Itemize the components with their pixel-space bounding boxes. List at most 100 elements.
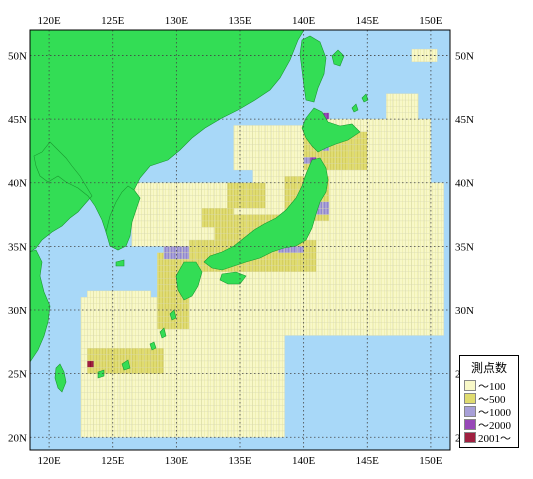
station-cell bbox=[233, 144, 241, 152]
station-cell bbox=[284, 297, 292, 304]
station-cell bbox=[227, 316, 234, 323]
station-cell bbox=[284, 182, 292, 190]
station-cell bbox=[335, 297, 342, 304]
station-cell bbox=[411, 118, 419, 126]
station-cell bbox=[246, 309, 253, 317]
station-cell bbox=[163, 354, 171, 362]
station-cell bbox=[157, 360, 164, 368]
station-cell bbox=[360, 271, 368, 279]
station-cell bbox=[87, 405, 94, 412]
station-cell bbox=[195, 252, 202, 260]
station-cell bbox=[386, 233, 393, 241]
station-cell bbox=[106, 309, 113, 317]
station-cell bbox=[354, 322, 362, 330]
station-cell bbox=[258, 284, 266, 292]
station-cell bbox=[157, 341, 164, 349]
station-cell bbox=[258, 188, 266, 196]
station-cell bbox=[328, 214, 336, 222]
station-cell bbox=[239, 309, 247, 317]
station-cell bbox=[405, 316, 412, 323]
station-cell bbox=[297, 309, 304, 317]
station-cell bbox=[265, 392, 272, 400]
station-cell bbox=[398, 150, 406, 158]
station-cell bbox=[150, 182, 158, 190]
station-cell bbox=[188, 182, 196, 190]
station-cell bbox=[386, 188, 393, 196]
station-cell bbox=[157, 233, 164, 241]
station-cell bbox=[157, 188, 164, 196]
station-cell bbox=[182, 348, 190, 355]
station-cell bbox=[271, 316, 279, 323]
station-cell bbox=[214, 341, 222, 349]
station-cell bbox=[265, 373, 272, 381]
station-cell bbox=[418, 125, 425, 132]
station-cell bbox=[87, 341, 94, 349]
station-cell bbox=[258, 195, 266, 202]
station-cell bbox=[360, 316, 368, 323]
station-cell bbox=[239, 297, 247, 304]
station-cell bbox=[125, 430, 132, 438]
station-cell bbox=[106, 379, 113, 387]
station-cell bbox=[405, 284, 412, 292]
station-cell bbox=[392, 265, 400, 272]
station-cell bbox=[208, 303, 215, 311]
station-cell bbox=[354, 252, 362, 260]
station-cell bbox=[258, 328, 266, 336]
station-cell bbox=[118, 386, 126, 393]
station-cell bbox=[278, 418, 285, 425]
station-cell bbox=[252, 201, 260, 209]
station-cell bbox=[335, 252, 342, 260]
station-cell bbox=[398, 125, 406, 132]
station-cell bbox=[125, 328, 132, 336]
station-cell bbox=[118, 392, 126, 400]
station-cell bbox=[252, 265, 260, 272]
station-cell bbox=[144, 392, 152, 400]
station-cell bbox=[437, 201, 444, 209]
station-cell bbox=[424, 220, 432, 228]
station-cell bbox=[150, 430, 158, 438]
station-cell bbox=[157, 392, 164, 400]
station-cell bbox=[144, 418, 152, 425]
station-cell bbox=[411, 278, 419, 285]
station-cell bbox=[239, 354, 247, 362]
station-cell bbox=[258, 303, 266, 311]
station-cell bbox=[106, 424, 113, 432]
station-cell bbox=[322, 316, 330, 323]
station-cell bbox=[322, 239, 330, 247]
longitude-label: 145E bbox=[356, 15, 380, 27]
station-cell bbox=[195, 373, 202, 381]
station-cell bbox=[348, 188, 355, 196]
station-cell bbox=[87, 316, 94, 323]
station-cell bbox=[398, 157, 406, 164]
station-cell bbox=[188, 227, 196, 234]
station-cell bbox=[252, 271, 260, 279]
station-cell bbox=[220, 430, 228, 438]
station-cell bbox=[354, 201, 362, 209]
longitude-label: 120E bbox=[37, 455, 61, 467]
station-cell bbox=[297, 246, 304, 253]
station-cell bbox=[131, 322, 139, 330]
station-cell bbox=[106, 303, 113, 311]
station-cell bbox=[373, 322, 381, 330]
station-cell bbox=[271, 297, 279, 304]
station-cell bbox=[316, 265, 323, 272]
station-cell bbox=[157, 322, 164, 330]
station-cell bbox=[386, 284, 393, 292]
station-cell bbox=[214, 360, 222, 368]
station-cell bbox=[239, 131, 247, 139]
station-cell bbox=[348, 163, 355, 171]
station-cell bbox=[112, 290, 120, 298]
station-cell bbox=[418, 246, 425, 253]
station-cell bbox=[252, 322, 260, 330]
station-cell bbox=[290, 297, 298, 304]
station-cell bbox=[360, 233, 368, 241]
station-cell bbox=[341, 163, 349, 171]
station-cell bbox=[265, 150, 272, 158]
station-cell bbox=[150, 411, 158, 419]
station-cell bbox=[271, 341, 279, 349]
station-cell bbox=[227, 379, 234, 387]
station-cell bbox=[392, 278, 400, 285]
station-cell bbox=[398, 239, 406, 247]
station-cell bbox=[360, 201, 368, 209]
station-cell bbox=[208, 335, 215, 342]
